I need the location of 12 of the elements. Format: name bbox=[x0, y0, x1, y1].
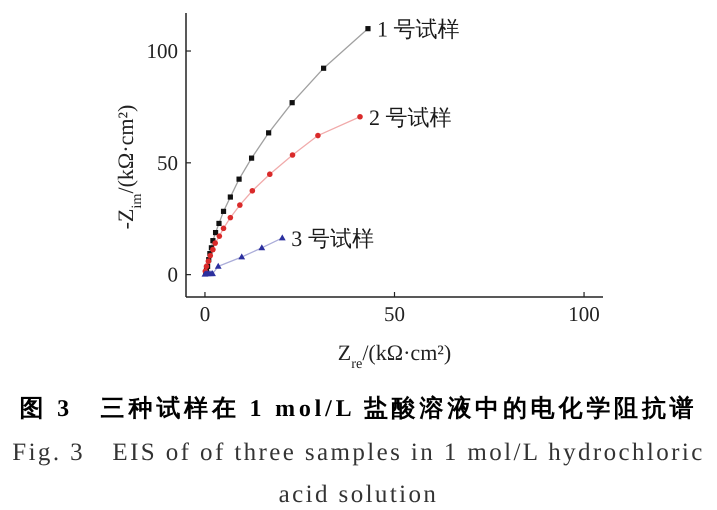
series-label: 2 号试样 bbox=[369, 104, 452, 130]
x-tick-label: 50 bbox=[384, 302, 405, 326]
x-axis-title: Z$_{re}$/(kΩ·cm²) bbox=[338, 340, 452, 372]
x-tick-label: 0 bbox=[200, 302, 210, 326]
series-label: 1 号试样 bbox=[376, 16, 460, 42]
text: 图 3 三种试样在 1 mol/L 盐酸溶液中的电化学阻抗谱 bbox=[18, 394, 698, 424]
y-tick-label: 100 bbox=[146, 39, 178, 64]
y-tick-label: 0 bbox=[168, 262, 178, 287]
series-label: 3 号试样 bbox=[291, 226, 374, 251]
text: Fig. 3 EIS of of three samples in 1 mol/L hydrochloric acid solution bbox=[11, 438, 706, 510]
x-tick-label: 100 bbox=[568, 302, 600, 326]
y-tick-label: 50 bbox=[157, 150, 178, 175]
